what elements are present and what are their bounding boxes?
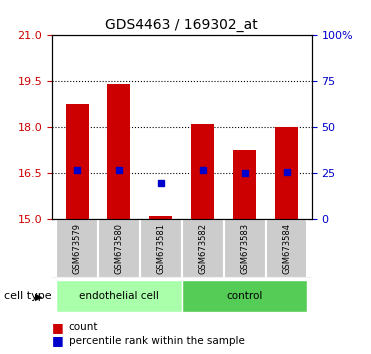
Text: GSM673584: GSM673584 [282, 223, 291, 274]
Text: GSM673579: GSM673579 [73, 223, 82, 274]
Text: count: count [69, 322, 98, 332]
Bar [191, 124, 214, 219]
Text: GSM673581: GSM673581 [156, 223, 165, 274]
Bar [182, 219, 224, 278]
Bar [224, 219, 266, 278]
Bar [275, 127, 298, 219]
Bar [108, 85, 131, 219]
Bar [182, 280, 308, 312]
Text: GSM673580: GSM673580 [115, 223, 124, 274]
Bar [56, 280, 182, 312]
Text: control: control [226, 291, 263, 301]
Text: GSM673583: GSM673583 [240, 223, 249, 274]
Bar [266, 219, 308, 278]
Text: ▶: ▶ [35, 291, 43, 301]
Text: percentile rank within the sample: percentile rank within the sample [69, 336, 244, 346]
Text: ■: ■ [52, 334, 64, 347]
Bar [150, 216, 173, 219]
Text: endothelial cell: endothelial cell [79, 291, 159, 301]
Bar [98, 219, 140, 278]
Bar [56, 219, 98, 278]
Text: cell type: cell type [4, 291, 51, 301]
Bar [66, 104, 89, 219]
Text: GSM673582: GSM673582 [198, 223, 207, 274]
Title: GDS4463 / 169302_at: GDS4463 / 169302_at [105, 18, 258, 32]
Bar [233, 150, 256, 219]
Text: ■: ■ [52, 321, 64, 334]
Bar [140, 219, 182, 278]
